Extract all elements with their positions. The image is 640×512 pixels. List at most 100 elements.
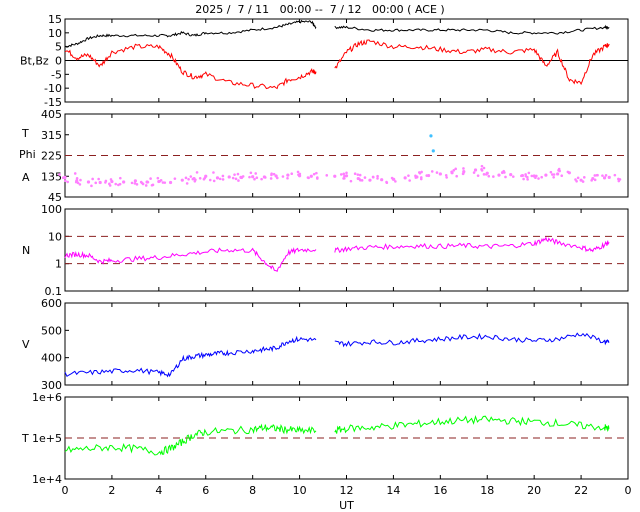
chart-title: 2025 / 7 / 11 00:00 -- 7 / 12 00:00 ( AC… <box>195 3 445 16</box>
data-point <box>298 172 302 176</box>
data-point <box>184 176 188 180</box>
data-point <box>86 180 91 184</box>
y-axis-label: A <box>22 171 30 184</box>
data-point <box>582 176 586 179</box>
data-point <box>163 181 167 184</box>
y-tick-label: 500 <box>41 324 62 337</box>
data-point <box>482 173 486 176</box>
x-tick-label: 0 <box>625 484 632 497</box>
x-tick-label: 4 <box>155 484 162 497</box>
data-point <box>418 171 422 175</box>
data-point <box>549 170 553 174</box>
y-tick-label: 5 <box>55 41 62 54</box>
y-tick-label: 315 <box>41 129 62 142</box>
y-tick-label: 600 <box>41 297 62 310</box>
data-point <box>202 177 206 181</box>
data-point <box>233 173 236 176</box>
data-point <box>135 183 139 186</box>
x-axis-label: UT <box>339 499 354 512</box>
data-point <box>552 175 555 179</box>
x-tick-label: 12 <box>340 484 354 497</box>
data-point <box>168 180 173 185</box>
data-point <box>342 172 346 176</box>
data-point <box>161 181 165 184</box>
data-point <box>97 177 100 181</box>
data-point <box>591 176 595 181</box>
data-point <box>604 174 608 177</box>
data-point <box>316 177 319 180</box>
data-point <box>435 171 439 174</box>
data-point <box>444 173 448 177</box>
data-point <box>98 180 102 185</box>
data-point <box>63 179 67 182</box>
data-point <box>385 181 389 185</box>
data-point <box>356 173 360 176</box>
data-point <box>452 169 456 172</box>
data-point <box>431 149 435 153</box>
data-point <box>504 175 507 179</box>
data-point <box>108 182 111 186</box>
data-point <box>602 176 607 180</box>
data-point <box>254 172 258 175</box>
data-point <box>595 173 599 177</box>
data-point <box>151 183 155 187</box>
data-point <box>275 176 279 180</box>
data-point <box>75 177 79 180</box>
data-point <box>455 174 458 178</box>
series-line-bz <box>334 39 610 86</box>
data-point <box>78 183 82 186</box>
data-point <box>371 175 375 179</box>
data-point <box>241 175 245 178</box>
data-point <box>557 167 561 171</box>
y-tick-label: -5 <box>51 68 62 81</box>
data-point <box>540 175 543 179</box>
x-tick-label: 2 <box>108 484 115 497</box>
series-line-bt <box>334 24 610 35</box>
x-tick-label: 16 <box>433 484 447 497</box>
x-tick-label: 10 <box>293 484 307 497</box>
data-point <box>462 167 465 170</box>
data-point <box>407 174 410 177</box>
y-tick-label: 0 <box>55 55 62 68</box>
data-point <box>560 174 564 178</box>
series-line-v <box>64 335 317 378</box>
data-point <box>524 173 527 176</box>
y-tick-label: 45 <box>48 191 62 204</box>
data-point <box>454 167 457 171</box>
series-line-n <box>334 236 610 254</box>
y-tick-label: 405 <box>41 108 62 121</box>
data-point <box>180 178 184 182</box>
data-point <box>194 178 197 182</box>
data-point <box>221 178 225 181</box>
series-line-bt <box>64 19 317 48</box>
data-point <box>339 173 343 176</box>
data-point <box>227 175 231 179</box>
y-tick-label: -10 <box>44 82 62 95</box>
y-tick-label: 10 <box>48 230 62 243</box>
data-point <box>286 173 290 177</box>
data-point <box>353 172 357 175</box>
data-point <box>104 179 108 183</box>
data-point <box>198 176 202 180</box>
data-point <box>487 174 491 178</box>
data-point <box>333 174 337 178</box>
series-line-n <box>64 247 317 273</box>
data-point <box>234 177 238 181</box>
data-point <box>511 175 515 178</box>
data-point <box>439 172 442 176</box>
data-point <box>249 171 253 175</box>
data-point <box>575 179 578 183</box>
data-point <box>253 177 256 181</box>
y-tick-label: -15 <box>44 96 62 109</box>
y-tick-label: 225 <box>41 150 62 163</box>
data-point <box>66 180 69 184</box>
data-point <box>408 179 411 182</box>
data-point <box>376 174 379 178</box>
y-tick-label: 1e+4 <box>32 473 62 486</box>
y-tick-label: 300 <box>41 379 62 392</box>
y-tick-label: 1e+5 <box>32 432 62 445</box>
data-point <box>296 170 300 174</box>
data-point <box>556 172 560 176</box>
data-point <box>91 177 94 181</box>
data-point <box>534 176 537 180</box>
